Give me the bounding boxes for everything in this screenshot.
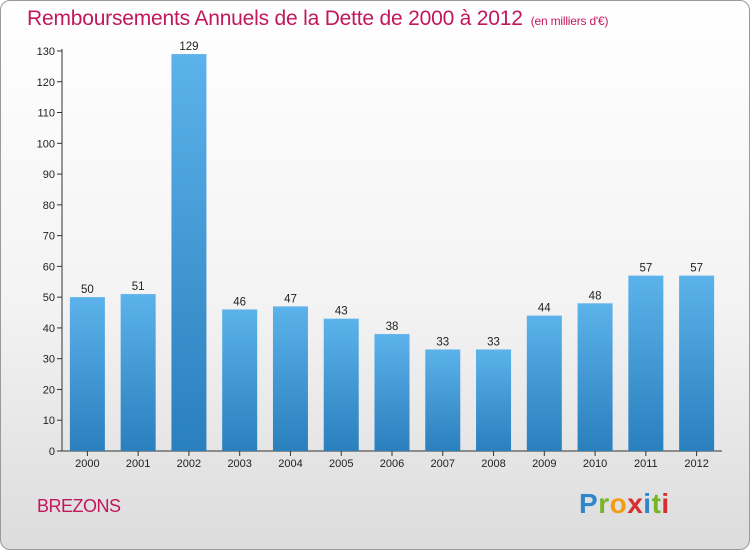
x-tick-label: 2007 — [431, 458, 455, 470]
data-label: 44 — [538, 303, 551, 315]
data-label: 43 — [335, 306, 348, 318]
bar — [171, 54, 207, 451]
y-tick-label: 50 — [43, 292, 55, 304]
bar — [222, 309, 258, 451]
x-tick-label: 2011 — [634, 458, 658, 470]
x-tick-label: 2003 — [227, 458, 251, 470]
y-tick-label: 130 — [37, 46, 55, 58]
logo-letter: i — [661, 488, 670, 519]
bar — [425, 349, 461, 451]
x-tick-label: 2012 — [684, 458, 708, 470]
x-tick-label: 2009 — [532, 458, 556, 470]
x-tick-label: 2010 — [583, 458, 607, 470]
data-label: 38 — [386, 321, 399, 333]
chart-title: Remboursements Annuels de la Dette de 20… — [27, 7, 608, 31]
y-tick-label: 60 — [43, 261, 55, 273]
x-tick-label: 2005 — [329, 458, 353, 470]
x-tick-label: 2004 — [278, 458, 302, 470]
logo-letter: o — [609, 488, 628, 519]
logo-letter: i — [643, 488, 652, 519]
data-label: 50 — [81, 284, 94, 296]
x-tick-label: 2006 — [380, 458, 404, 470]
bar — [272, 306, 308, 451]
y-tick-label: 0 — [49, 446, 55, 458]
data-label: 33 — [436, 336, 449, 348]
bar — [476, 349, 512, 451]
data-label: 57 — [639, 263, 652, 275]
y-tick-label: 30 — [43, 354, 55, 366]
data-label: 33 — [487, 336, 500, 348]
chart-title-text: Remboursements Annuels de la Dette de 20… — [27, 7, 523, 30]
data-label: 129 — [179, 41, 198, 53]
y-tick-label: 110 — [37, 108, 55, 120]
bar — [577, 303, 613, 451]
chart-unit: (en milliers d'€) — [530, 14, 609, 28]
data-label: 47 — [284, 293, 297, 305]
data-label: 57 — [690, 263, 703, 275]
y-tick-label: 20 — [43, 384, 55, 396]
bar — [120, 294, 156, 451]
logo-letter: x — [627, 488, 644, 519]
x-tick-label: 2000 — [75, 458, 99, 470]
data-label: 46 — [233, 296, 246, 308]
y-tick-label: 10 — [43, 415, 55, 427]
bar — [679, 275, 715, 451]
logo-letter: P — [579, 488, 599, 519]
data-labels: 50 51 129 46 47 43 38 33 33 44 48 57 57 — [81, 41, 703, 348]
y-tick-label: 90 — [43, 169, 55, 181]
commune-name: BREZONS — [37, 496, 121, 516]
bar — [69, 297, 105, 451]
bars — [69, 54, 715, 451]
bar — [374, 334, 410, 451]
bar — [628, 275, 664, 451]
x-tick-label: 2001 — [126, 458, 150, 470]
x-tick-label: 2002 — [177, 458, 201, 470]
y-tick-label: 40 — [43, 323, 55, 335]
data-label: 51 — [132, 281, 145, 293]
data-label: 48 — [589, 290, 602, 302]
logo-letter: t — [651, 488, 662, 519]
logo-letter: r — [598, 488, 610, 519]
y-tick-label: 80 — [43, 200, 55, 212]
y-tick-label: 100 — [37, 138, 55, 150]
bar — [323, 318, 359, 451]
bar — [526, 315, 562, 451]
y-tick-label: 70 — [43, 231, 55, 243]
y-tick-label: 120 — [37, 77, 55, 89]
x-tick-label: 2008 — [481, 458, 505, 470]
proxiti-logo: Proxiti — [579, 488, 670, 520]
